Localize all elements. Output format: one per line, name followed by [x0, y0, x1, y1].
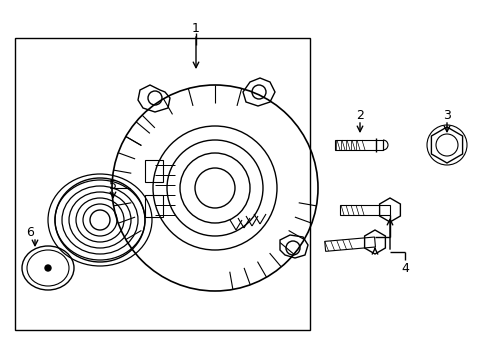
Bar — [334, 140, 382, 150]
Text: 5: 5 — [109, 179, 117, 192]
Bar — [15, 38, 309, 330]
Text: 2: 2 — [355, 108, 363, 122]
Text: 1: 1 — [192, 22, 200, 35]
Bar — [339, 205, 389, 215]
Bar — [145, 160, 163, 182]
Text: 6: 6 — [26, 225, 34, 239]
Text: 4: 4 — [400, 261, 408, 274]
Text: 3: 3 — [442, 108, 450, 122]
Bar — [145, 195, 163, 217]
Circle shape — [45, 265, 51, 271]
